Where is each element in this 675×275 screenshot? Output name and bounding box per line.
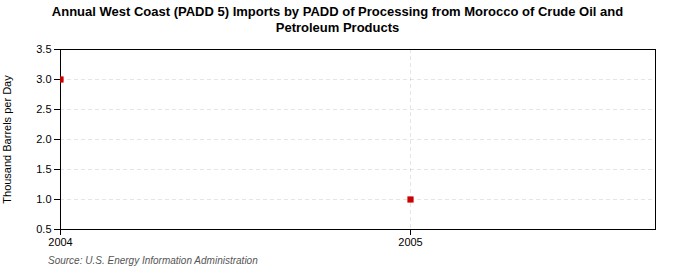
html-text:Source: U.S. Energy Informatio: Source: U.S. Energy Information Administ…	[48, 254, 258, 266]
svg-text:1.5: 1.5	[36, 163, 51, 175]
svg-text:3.5: 3.5	[36, 43, 51, 55]
html-text:Petroleum Products: Petroleum Products	[275, 20, 400, 36]
svg-text:Thousand Barrels per Day: Thousand Barrels per Day	[1, 74, 13, 203]
svg-text:2.5: 2.5	[36, 103, 51, 115]
svg-text:0.5: 0.5	[36, 223, 51, 235]
svg-text:1.0: 1.0	[36, 193, 51, 205]
svg-text:2004: 2004	[48, 236, 72, 248]
svg-text:3.0: 3.0	[36, 73, 51, 85]
html-text:Annual West Coast (PADD 5) Imp: Annual West Coast (PADD 5) Imports by PA…	[51, 4, 624, 19]
svg-text:2.0: 2.0	[36, 133, 51, 145]
svg-text:2005: 2005	[398, 236, 422, 248]
